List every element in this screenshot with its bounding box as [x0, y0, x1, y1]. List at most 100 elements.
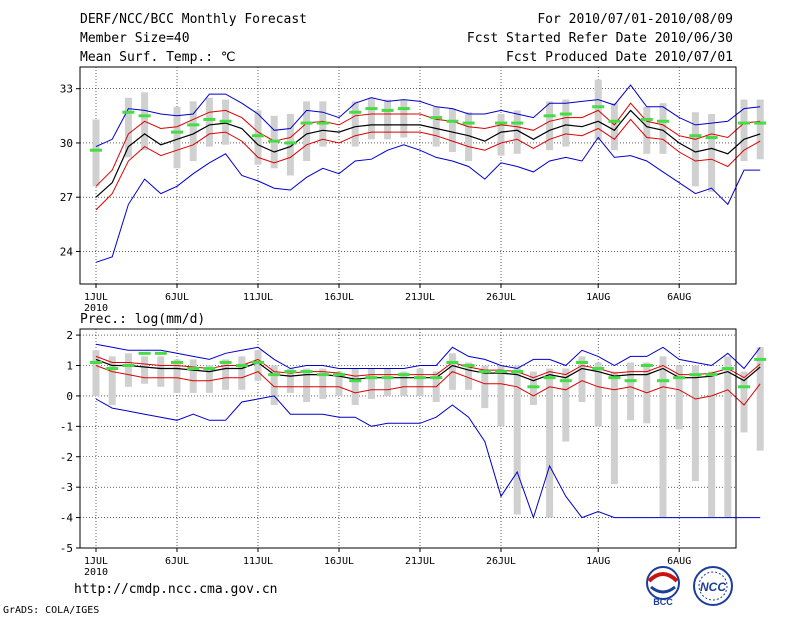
panel1-spread-box: [562, 99, 570, 147]
ncc-logo-text: NCC: [700, 580, 726, 594]
panel2-spread-box: [205, 365, 213, 393]
panel2-obs-marker: [559, 379, 572, 383]
panel2-spread-box: [238, 356, 246, 390]
panel2-spread-box: [141, 356, 149, 384]
panel1-obs-marker: [754, 121, 767, 125]
panel1-obs-marker: [738, 121, 750, 125]
panel1-x-year-label: 2010: [84, 303, 108, 314]
panel2-obs-marker: [316, 373, 329, 377]
panel1-spread-box: [173, 106, 181, 169]
panel2-obs-marker: [90, 360, 102, 364]
panel2-x-tick-label: 1JUL: [84, 556, 108, 567]
panel2-spread-box: [594, 362, 602, 427]
panel1-frame: [79, 66, 737, 285]
panel2-spread-box: [157, 356, 165, 387]
panel1-spread-box: [691, 112, 699, 187]
panel2-obs-marker: [365, 376, 378, 380]
panel1-x-tick-label: 26JUL: [486, 292, 516, 303]
panel2-obs-marker: [624, 379, 637, 383]
panel2-x-tick-label: 6JUL: [165, 556, 189, 567]
panel2-spread-box: [691, 365, 699, 482]
panel1-obs-marker: [252, 134, 264, 138]
panel2-y-tick-label: 1: [66, 360, 73, 373]
panel1-obs-marker: [138, 114, 151, 118]
chart-title: DERF/NCC/BCC Monthly Forecast: [80, 12, 307, 27]
forecast-produced-date: Fcst Produced Date 2010/07/01: [506, 50, 733, 65]
member-size-label: Member Size=40: [80, 31, 190, 46]
grads-credit: GrADS: COLA/IGES: [3, 605, 100, 616]
panel2-obs-marker: [592, 367, 605, 371]
forecast-started-date: Fcst Started Refer Date 2010/06/30: [466, 31, 733, 46]
panel1-obs-marker: [219, 119, 232, 123]
panel1-obs-marker: [365, 107, 378, 111]
panel2-spread-box: [173, 359, 181, 393]
precip-label: Prec.: log(mm/d): [80, 312, 205, 327]
panel1-obs-marker: [300, 121, 313, 125]
panel2-spread-box: [740, 371, 748, 433]
panel1-spread-box: [400, 99, 408, 138]
panel1-obs-marker: [446, 119, 459, 123]
panel1-x-tick-label: 6JUL: [165, 292, 189, 303]
forecast-period: For 2010/07/01-2010/08/09: [537, 12, 733, 27]
panel2-obs-marker: [511, 370, 524, 374]
panel1-x-tick-label: 16JUL: [324, 292, 354, 303]
panel2-series-mean: [95, 358, 761, 382]
panel2-obs-marker: [300, 370, 313, 374]
panel2-y-tick-label: -2: [60, 451, 73, 464]
variable-label: Mean Surf. Temp.: ℃: [80, 50, 236, 65]
panel2-obs-marker: [154, 351, 167, 355]
panel2-y-tick-label: -1: [60, 420, 73, 433]
panel1-x-tick-label: 21JUL: [405, 292, 435, 303]
panel2-spread-box: [124, 353, 132, 387]
ncc-logo: NCC: [693, 566, 733, 606]
panel1-series-upper: [95, 102, 761, 187]
panel2-obs-marker: [640, 364, 653, 367]
panel2-obs-marker: [171, 360, 183, 364]
panel2-y-tick-label: -5: [60, 542, 73, 555]
panel1-obs-marker: [511, 121, 524, 125]
panel1-x-tick-label: 11JUL: [243, 292, 273, 303]
panel2-spread-box: [627, 362, 635, 421]
panel1-spread-box: [497, 114, 505, 156]
source-url[interactable]: http://cmdp.ncc.cma.gov.cn: [74, 582, 278, 597]
bcc-logo: BCC: [646, 566, 680, 607]
panel1-spread-box: [756, 99, 764, 160]
panel2-spread-box: [675, 365, 683, 430]
panel1-spread-box: [432, 106, 440, 147]
panel1-spread-box: [659, 103, 667, 154]
panel2-spread-box: [367, 368, 375, 399]
panel2-obs-marker: [721, 367, 734, 371]
panel2-obs-marker: [576, 360, 588, 364]
panel2-obs-marker: [397, 373, 410, 377]
panel2-series-lower: [95, 365, 761, 406]
panel2-obs-marker: [673, 376, 686, 380]
panel1-obs-marker: [349, 110, 362, 114]
panel2-obs-marker: [608, 376, 621, 380]
panel1-obs-marker: [559, 112, 572, 116]
panel1-obs-marker: [495, 121, 507, 125]
panel2-spread-box: [400, 371, 408, 396]
panel1-x-tick-label: 6AUG: [667, 292, 691, 303]
panel2-obs-marker: [495, 370, 507, 374]
panel2-obs-marker: [349, 379, 362, 383]
panel2-spread-box: [465, 362, 473, 390]
panel1-series-mean: [95, 109, 761, 198]
panel2-obs-marker: [689, 373, 702, 377]
panel2-obs-marker: [414, 376, 426, 380]
panel2-obs-marker: [219, 360, 232, 364]
panel2-spread-box: [286, 368, 294, 393]
panel1-obs-marker: [171, 130, 183, 134]
panel1-obs-marker: [689, 134, 702, 138]
panel1-obs-marker: [284, 141, 297, 145]
panel2-obs-marker: [705, 373, 718, 377]
panel2-spread-box: [724, 356, 732, 518]
panel2-obs-marker: [138, 351, 151, 355]
panel2-spread-box: [335, 371, 343, 396]
panel2-x-tick-label: 26JUL: [486, 556, 516, 567]
panel1-y-tick-label: 24: [60, 245, 74, 258]
panel1-spread-box: [594, 79, 602, 140]
panel2-obs-marker: [657, 379, 669, 383]
panel1-spread-box: [303, 101, 311, 162]
panel2-obs-marker: [381, 376, 394, 380]
panel1-spread-box: [189, 101, 197, 162]
